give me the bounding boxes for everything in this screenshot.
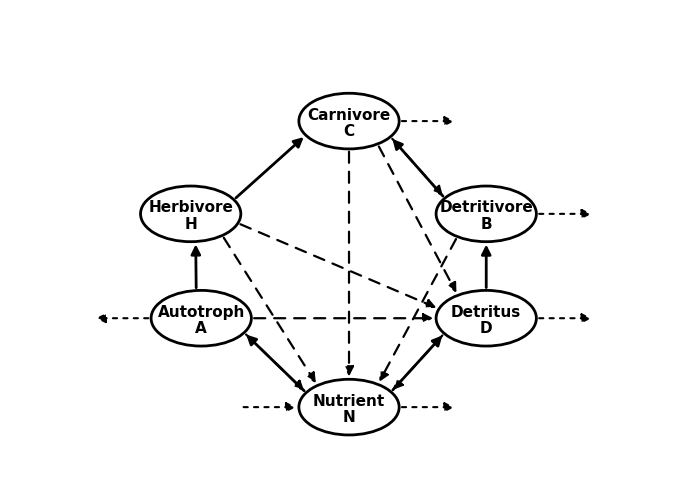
Text: Autotroph: Autotroph — [157, 304, 245, 319]
Text: N: N — [343, 409, 355, 424]
Text: A: A — [195, 321, 207, 336]
Ellipse shape — [436, 187, 537, 242]
Ellipse shape — [140, 187, 241, 242]
Text: Nutrient: Nutrient — [313, 393, 385, 408]
Text: Herbivore: Herbivore — [148, 200, 233, 215]
Text: Detritivore: Detritivore — [439, 200, 533, 215]
Ellipse shape — [436, 291, 537, 346]
Ellipse shape — [299, 380, 399, 435]
Text: Carnivore: Carnivore — [307, 107, 391, 122]
Ellipse shape — [151, 291, 251, 346]
Text: D: D — [480, 321, 492, 336]
Text: C: C — [343, 124, 355, 139]
Text: Detritus: Detritus — [451, 304, 522, 319]
Text: B: B — [480, 216, 492, 231]
Text: H: H — [185, 216, 197, 231]
Ellipse shape — [299, 94, 399, 150]
